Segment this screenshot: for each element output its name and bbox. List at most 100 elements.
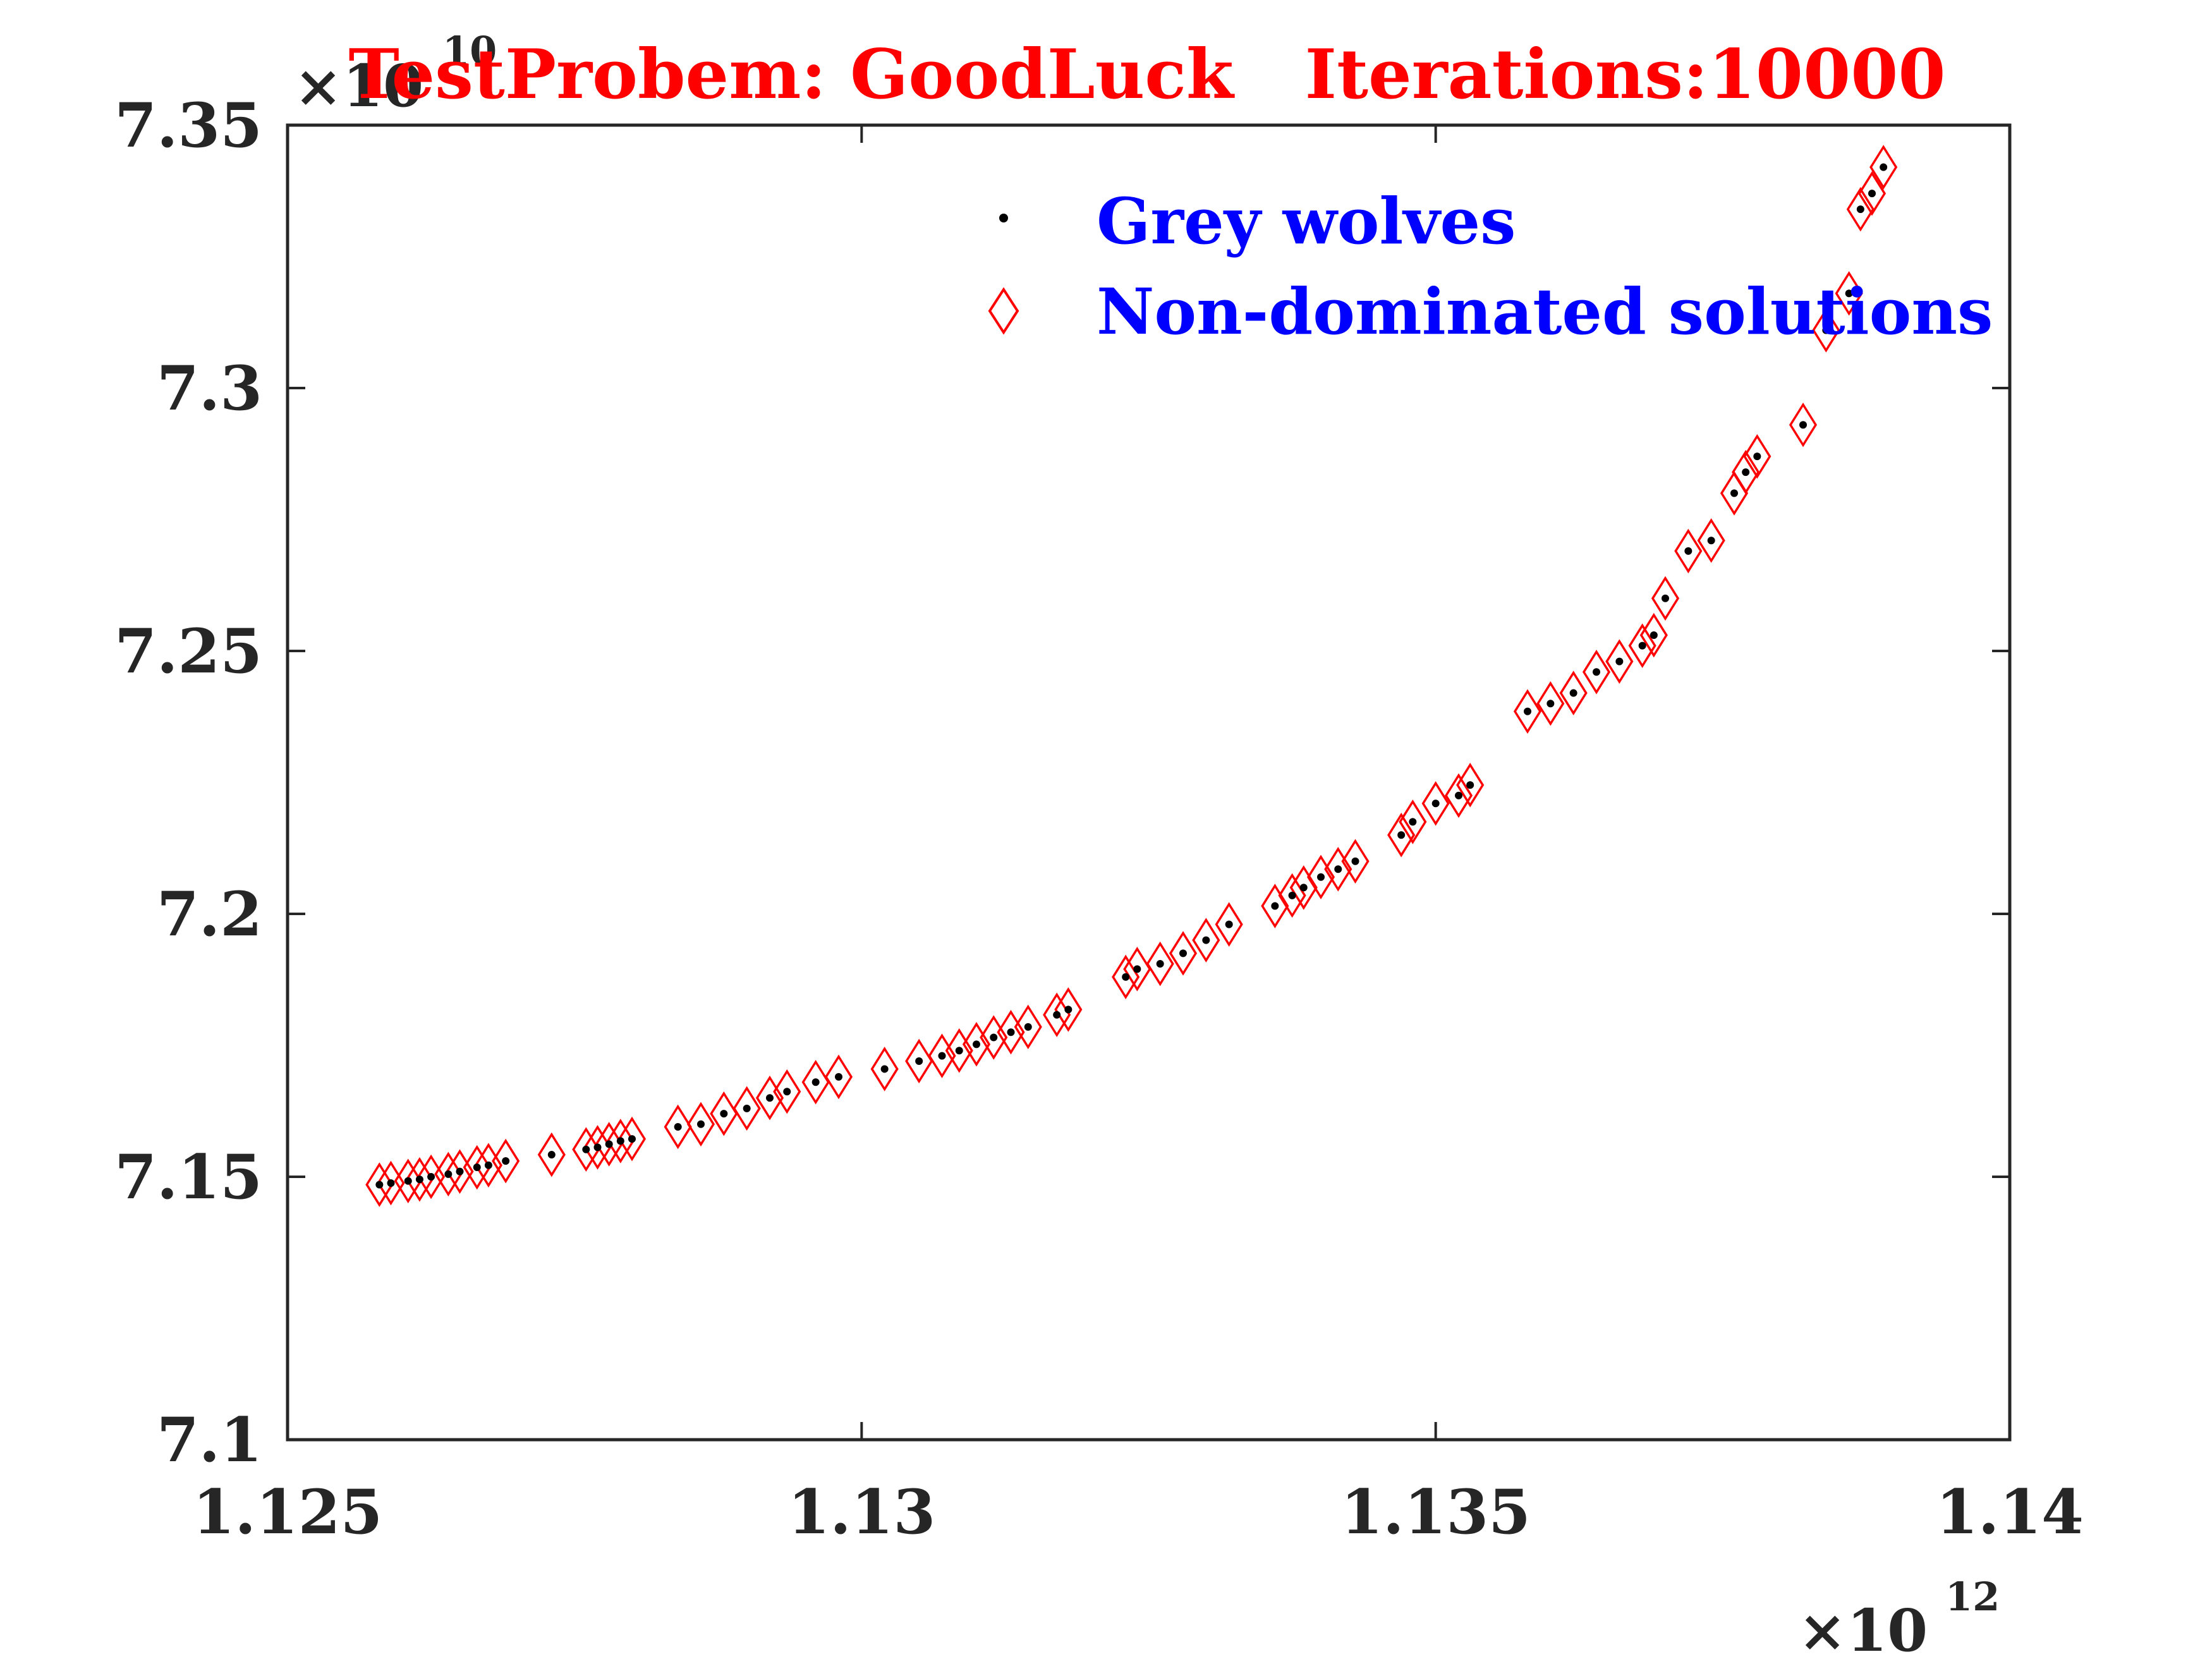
grey-wolf-point [415, 1176, 423, 1184]
non-dominated-point [801, 1059, 830, 1105]
grey-wolf-point [1547, 700, 1555, 708]
grey-wolf-point [1650, 631, 1658, 640]
non-dominated-point [474, 1143, 502, 1188]
y-tick-label: 7.35 [114, 90, 262, 161]
grey-wolf-point [1397, 831, 1406, 839]
non-dominated-point [1697, 518, 1725, 563]
grey-wolf-point [1662, 594, 1669, 602]
non-dominated-point [1146, 941, 1174, 987]
non-dominated-point [1192, 918, 1220, 963]
grey-wolf-point [697, 1120, 705, 1128]
grey-wolf-point [720, 1110, 728, 1118]
grey-wolf-point [1569, 689, 1577, 697]
non-dominated-point [1456, 762, 1485, 808]
series-non-dominated [365, 145, 1898, 1207]
grey-wolf-point [1271, 902, 1279, 910]
non-dominated-point [1444, 773, 1473, 818]
x-tick-label: 1.135 [1340, 1476, 1531, 1548]
non-dominated-point [1536, 681, 1565, 726]
grey-wolf-point [938, 1052, 946, 1060]
non-dominated-point [980, 1015, 1008, 1060]
non-dominated-point [1014, 1004, 1042, 1050]
grey-wolf-point [1845, 289, 1853, 298]
x-exponent-base: ×10 [1798, 1596, 1928, 1659]
non-dominated-point [905, 1038, 933, 1084]
y-tick-label: 7.3 [157, 353, 262, 424]
y-tick-label: 7.2 [157, 878, 262, 950]
non-dominated-point [1582, 649, 1611, 695]
grey-wolf-point [547, 1151, 556, 1159]
grey-wolf-point [1225, 920, 1233, 928]
grey-wolf-point [593, 1143, 602, 1152]
grey-wolf-point [674, 1122, 682, 1131]
non-dominated-point [686, 1102, 715, 1147]
grey-wolf-point [915, 1057, 923, 1065]
grey-wolf-point [444, 1170, 453, 1178]
grey-wolf-point [427, 1173, 435, 1181]
grey-wolf-point [1742, 468, 1750, 477]
grey-wolf-point [628, 1135, 636, 1143]
grey-wolf-point [1334, 865, 1342, 873]
grey-wolf-point [473, 1164, 481, 1172]
non-dominated-point [1846, 186, 1875, 232]
non-dominated-point [1869, 145, 1898, 190]
grey-wolf-point [811, 1078, 820, 1086]
grey-wolf-point [1524, 707, 1531, 715]
grey-wolf-point [1409, 818, 1417, 826]
non-dominated-point [365, 1162, 394, 1207]
y-exponent-base: ×10 [294, 52, 423, 120]
grey-wolf-point [783, 1088, 791, 1096]
non-dominated-point [997, 1009, 1025, 1055]
y-exponent-power: 10 [442, 28, 497, 74]
grey-wolf-point [1615, 657, 1624, 665]
grey-wolf-point [1431, 799, 1440, 808]
non-dominated-point [773, 1069, 801, 1114]
chart-title: TestProbem: GoodLuck Iterations:10000 [348, 35, 1945, 114]
non-dominated-point [664, 1104, 692, 1150]
grey-wolf-point [582, 1145, 590, 1153]
non-dominated-point [1215, 902, 1243, 947]
grey-wolf-point [375, 1181, 384, 1189]
x-tick-label: 1.14 [1936, 1476, 2084, 1548]
non-dominated-point [434, 1152, 463, 1197]
grey-wolf-point [1753, 453, 1761, 461]
non-dominated-point [1341, 839, 1370, 884]
grey-wolf-point [1299, 884, 1308, 892]
grey-wolf-point [502, 1157, 510, 1165]
non-dominated-point [1812, 308, 1840, 353]
non-dominated-point [1306, 854, 1335, 900]
non-dominated-point [1289, 865, 1318, 910]
non-dominated-point [710, 1091, 738, 1136]
grey-wolf-point [1730, 489, 1738, 497]
grey-wolf-point [1856, 205, 1864, 214]
non-dominated-point [583, 1125, 612, 1170]
legend-marker-non-dominated [988, 287, 1019, 335]
grey-wolf-point [990, 1033, 998, 1042]
non-dominated-point [1674, 528, 1703, 574]
non-dominated-point [1261, 884, 1289, 928]
grey-wolf-point [1122, 973, 1130, 981]
legend-label-grey-wolves: Grey wolves [1097, 184, 1516, 258]
grey-wolf-point [1593, 668, 1600, 676]
non-dominated-point [870, 1047, 899, 1091]
non-dominated-point [1387, 812, 1416, 858]
grey-wolf-point [1799, 421, 1807, 429]
x-axis: 1.125 1.13 1.135 1.14 [193, 125, 2084, 1548]
grey-wolf-point [1133, 965, 1141, 973]
non-dominated-point [1628, 623, 1656, 668]
grey-wolf-point [835, 1073, 842, 1081]
non-dominated-point [595, 1122, 623, 1167]
grey-wolf-point [1880, 163, 1888, 171]
grey-wolf-point [1822, 326, 1830, 334]
grey-wolf-point [1684, 547, 1692, 555]
non-dominated-point [1605, 639, 1634, 684]
grey-wolf-point [1317, 873, 1325, 881]
non-dominated-point [1421, 781, 1450, 826]
grey-wolf-point [973, 1040, 980, 1048]
non-dominated-point [1857, 171, 1887, 216]
grey-wolf-point [1202, 936, 1210, 944]
non-dominated-point [572, 1127, 600, 1172]
grey-wolf-point [1466, 781, 1474, 789]
y-tick-label: 7.15 [114, 1141, 262, 1213]
grey-wolf-point [1024, 1023, 1032, 1031]
